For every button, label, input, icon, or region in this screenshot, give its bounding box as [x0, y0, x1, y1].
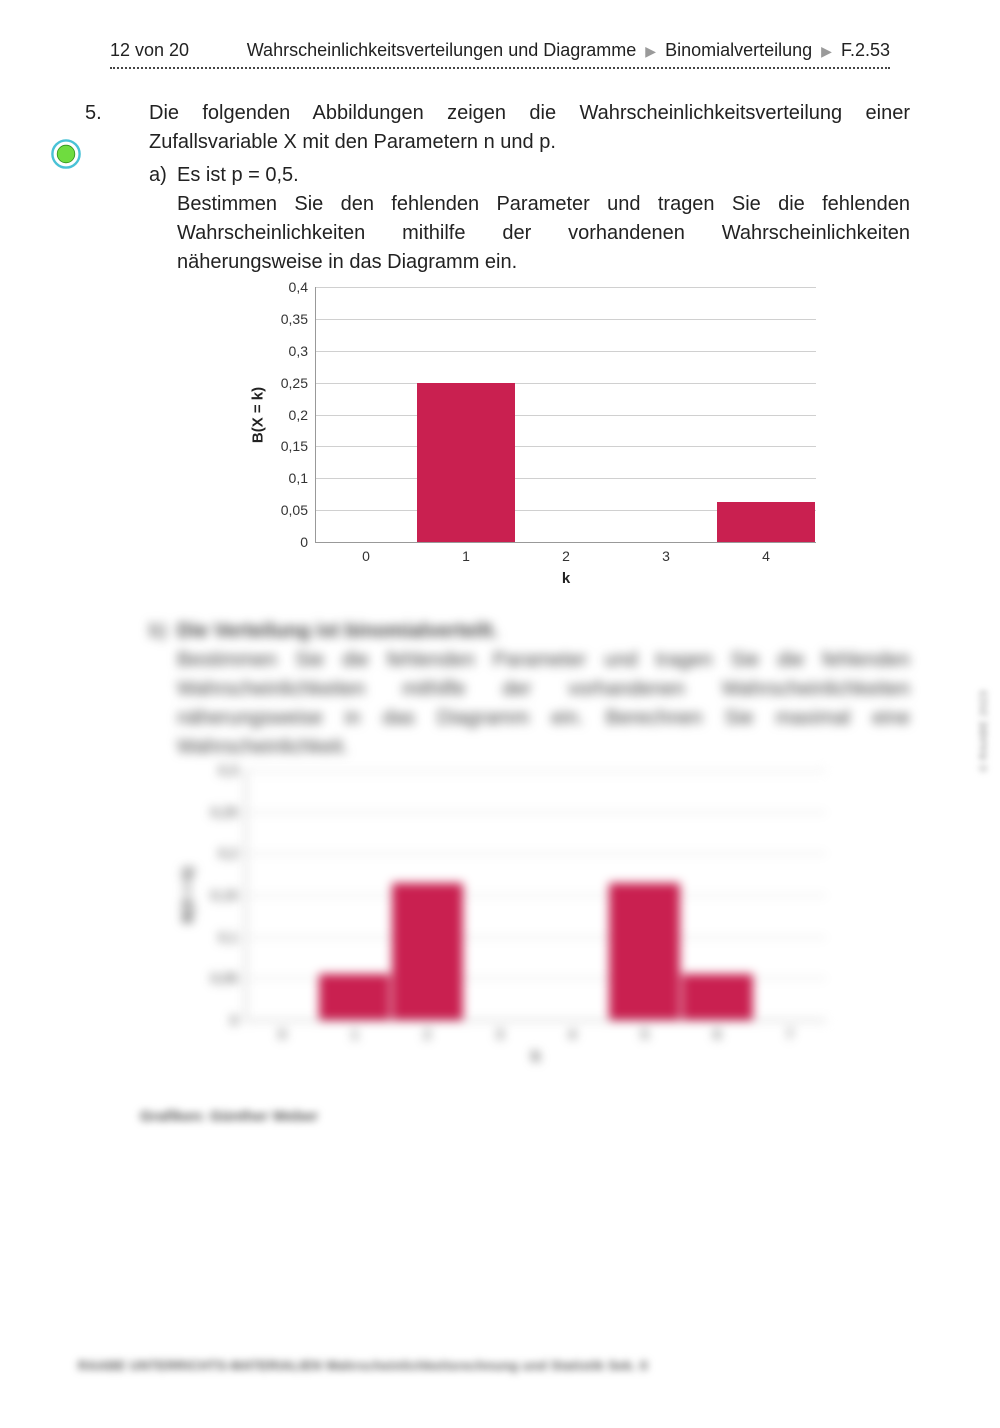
- grid-line: [316, 351, 816, 352]
- grid-line: [316, 319, 816, 320]
- y-axis-label: B(X = k): [180, 867, 197, 923]
- ytick-label: 0,1: [289, 470, 308, 486]
- page: 12 von 20 Wahrscheinlichkeitsverteilunge…: [0, 0, 1000, 1428]
- subtask-b-line1: Die Verteilung ist binomialverteilt.: [177, 620, 498, 642]
- ytick-label: 0: [300, 534, 308, 550]
- grid-line: [246, 770, 826, 771]
- x-axis-label: k: [532, 1048, 540, 1065]
- xtick-label: 3: [662, 548, 670, 564]
- chart-b: 00,050,10,150,20,250,301234567kB(X = k): [180, 770, 845, 1080]
- xtick-label: 0: [278, 1026, 286, 1042]
- chevron-right-icon: ▶: [821, 43, 832, 59]
- ytick-label: 0,3: [219, 762, 238, 778]
- task-number: 5.: [85, 99, 102, 128]
- bar: [717, 502, 815, 542]
- ytick-label: 0,15: [211, 887, 238, 903]
- bar: [609, 883, 680, 1021]
- ytick-label: 0,2: [219, 845, 238, 861]
- grid-line: [316, 415, 816, 416]
- task-5: 5. Die folgenden Abbildungen zeigen die …: [115, 99, 910, 277]
- xtick-label: 6: [713, 1026, 721, 1042]
- copyright-note: © RAABE 2023: [978, 690, 990, 772]
- plot-area: 00,050,10,150,20,250,30,350,401234kB(X =…: [315, 287, 816, 543]
- xtick-label: 1: [351, 1026, 359, 1042]
- xtick-label: 4: [568, 1026, 576, 1042]
- bar: [417, 383, 515, 542]
- bar: [392, 883, 463, 1021]
- task-intro: Die folgenden Abbildungen zeigen die Wah…: [149, 99, 910, 157]
- ytick-label: 0: [230, 1012, 238, 1028]
- grid-line: [316, 478, 816, 479]
- chart-a-wrap: 00,050,10,150,20,250,30,350,401234kB(X =…: [250, 287, 930, 607]
- difficulty-icon: [50, 138, 82, 170]
- subtask-b-body: Bestimmen Sie die fehlenden Parameter un…: [149, 646, 910, 762]
- xtick-label: 2: [562, 548, 570, 564]
- xtick-label: 1: [462, 548, 470, 564]
- subtask-b: b)Die Verteilung ist binomialverteilt. B…: [115, 617, 910, 762]
- graphics-credit: Grafiken: Günther Weber: [140, 1108, 930, 1125]
- ytick-label: 0,05: [281, 502, 308, 518]
- chart-a: 00,050,10,150,20,250,30,350,401234kB(X =…: [250, 287, 835, 602]
- plot-area: 00,050,10,150,20,250,301234567kB(X = k): [245, 770, 826, 1021]
- breadcrumb-title: Wahrscheinlichkeitsverteilungen und Diag…: [247, 40, 637, 60]
- header-divider: [110, 67, 890, 69]
- ytick-label: 0,1: [219, 929, 238, 945]
- xtick-label: 2: [423, 1026, 431, 1042]
- footer-note: RAABE UNTERRICHTS-MATERIALIEN Wahrschein…: [78, 1358, 648, 1373]
- ytick-label: 0,25: [281, 375, 308, 391]
- xtick-label: 3: [496, 1026, 504, 1042]
- ytick-label: 0,4: [289, 279, 308, 295]
- xtick-label: 4: [762, 548, 770, 564]
- y-axis-label: B(X = k): [250, 386, 267, 442]
- xtick-label: 7: [786, 1026, 794, 1042]
- subtask-b-letter: b): [149, 617, 177, 646]
- grid-line: [246, 895, 826, 896]
- breadcrumb: Wahrscheinlichkeitsverteilungen und Diag…: [247, 40, 890, 61]
- breadcrumb-2: Binomialverteilung: [665, 40, 812, 60]
- x-axis-label: k: [562, 570, 570, 587]
- bar: [319, 974, 390, 1020]
- subtask-a-line1: Es ist p = 0,5.: [177, 164, 299, 186]
- grid-line: [246, 812, 826, 813]
- ytick-label: 0,3: [289, 343, 308, 359]
- ytick-label: 0,05: [211, 970, 238, 986]
- page-count: 12 von 20: [110, 40, 189, 61]
- ytick-label: 0,15: [281, 438, 308, 454]
- xtick-label: 0: [362, 548, 370, 564]
- subtask-a-letter: a): [149, 161, 177, 190]
- xtick-label: 5: [641, 1026, 649, 1042]
- subtask-a: a)Es ist p = 0,5. Bestimmen Sie den fehl…: [149, 161, 910, 277]
- ytick-label: 0,35: [281, 311, 308, 327]
- page-header: 12 von 20 Wahrscheinlichkeitsverteilunge…: [70, 40, 930, 67]
- ytick-label: 0,2: [289, 407, 308, 423]
- grid-line: [316, 383, 816, 384]
- chart-b-wrap: 00,050,10,150,20,250,301234567kB(X = k): [180, 770, 930, 1090]
- bar: [682, 974, 753, 1020]
- grid-line: [316, 287, 816, 288]
- grid-line: [246, 937, 826, 938]
- chevron-right-icon: ▶: [645, 43, 656, 59]
- grid-line: [246, 853, 826, 854]
- subtask-a-body: Bestimmen Sie den fehlenden Parameter un…: [149, 190, 910, 277]
- ytick-label: 0,25: [211, 804, 238, 820]
- breadcrumb-3: F.2.53: [841, 40, 890, 60]
- grid-line: [316, 446, 816, 447]
